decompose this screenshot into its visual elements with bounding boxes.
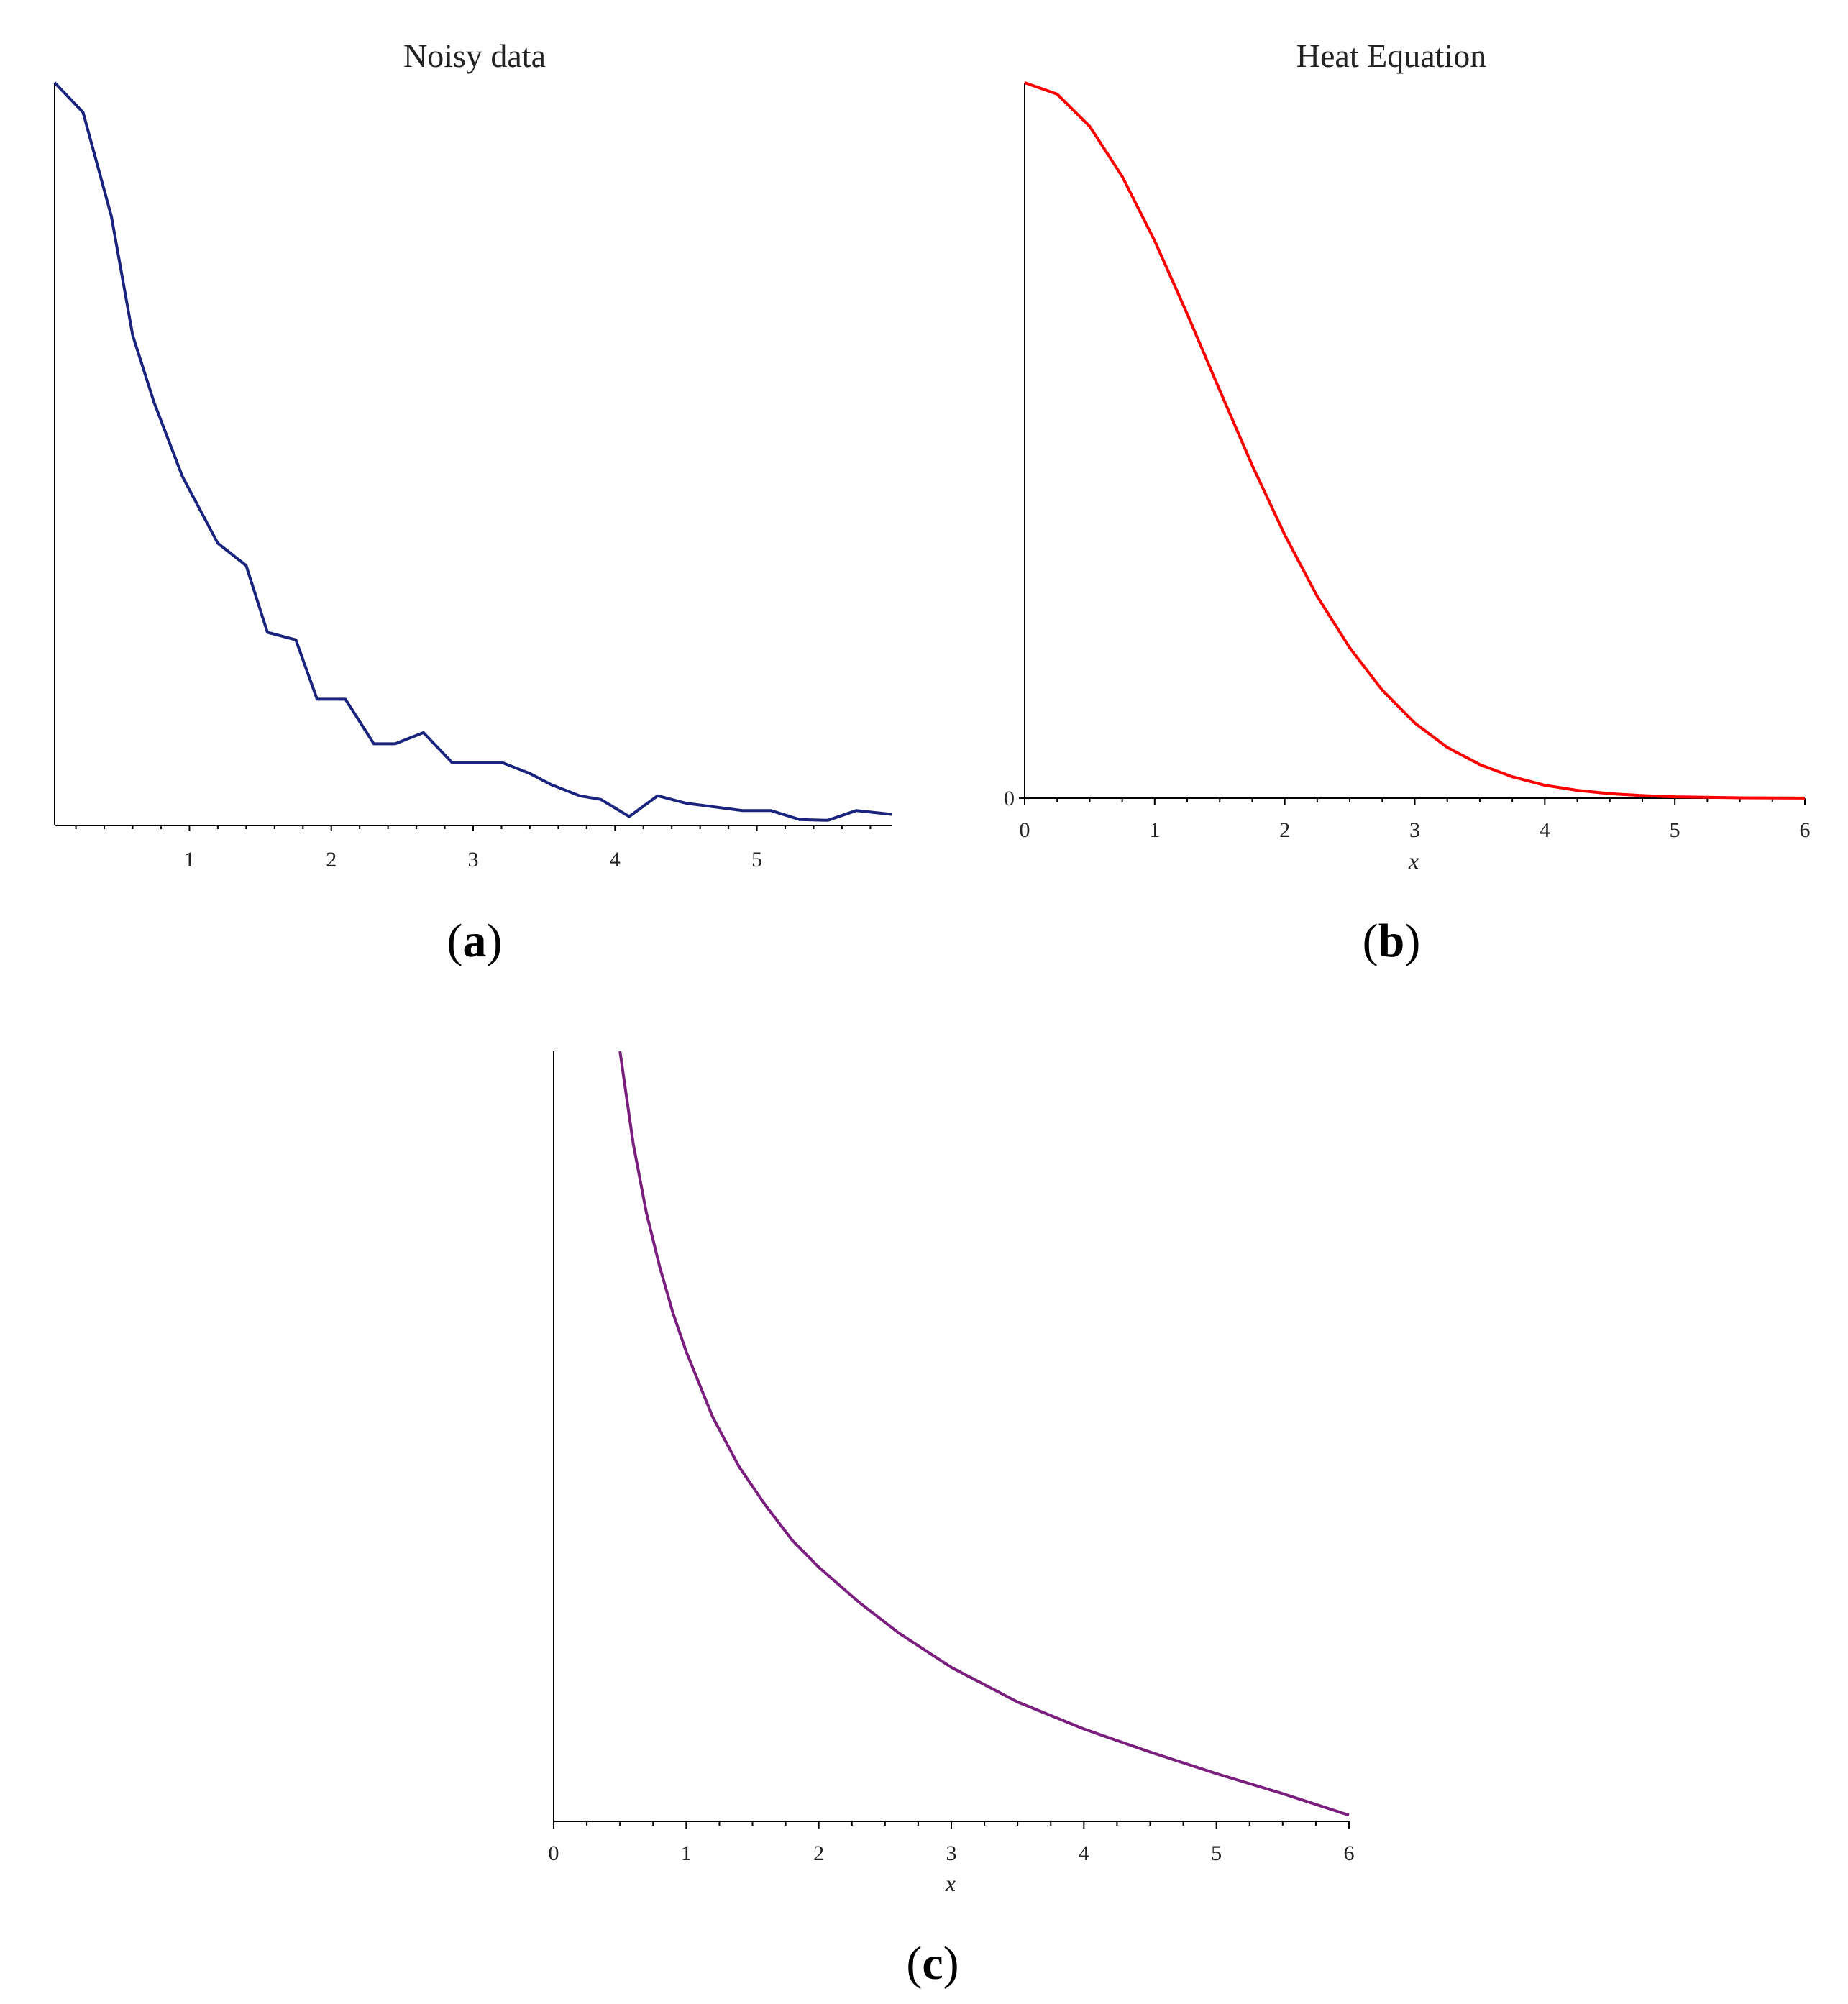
x-tick-group: 0 1 2 3 4 5 6 <box>549 1821 1355 1865</box>
y-tick-group: 0 <box>1004 787 1025 810</box>
data-line <box>53 81 892 822</box>
x-tick-label: 3 <box>1409 818 1420 842</box>
x-tick-label: 6 <box>1800 818 1811 842</box>
x-tick-label: 1 <box>1149 818 1160 842</box>
y-tick-label: 0 <box>1004 787 1015 810</box>
chart-title: Noisy data <box>403 37 546 74</box>
data-line <box>618 1051 1350 1817</box>
data-line <box>1024 81 1806 800</box>
chart-panel-b: Heat Equation 0 1 2 3 4 5 6 0 x (b) <box>1004 37 1811 967</box>
x-axis-label: x <box>1408 848 1419 874</box>
panel-caption: (b) <box>1363 915 1421 967</box>
chart-title: Heat Equation <box>1296 37 1486 74</box>
panel-caption: (c) <box>906 1937 959 1990</box>
chart-panel-c: 0 1 2 3 4 5 6 x (c) <box>549 1051 1355 1990</box>
x-tick-label: 4 <box>1540 818 1550 842</box>
x-tick-group: 0 1 2 3 4 5 6 <box>1020 798 1811 842</box>
x-tick-label: 3 <box>946 1841 957 1865</box>
x-tick-label: 4 <box>610 848 621 871</box>
x-axis-label: x <box>945 1870 956 1896</box>
x-tick-label: 5 <box>1211 1841 1222 1865</box>
x-tick-label: 4 <box>1079 1841 1089 1865</box>
x-tick-label: 6 <box>1344 1841 1355 1865</box>
x-tick-label: 2 <box>1279 818 1290 842</box>
x-tick-label: 0 <box>549 1841 559 1865</box>
chart-panel-a: Noisy data 1 2 3 4 5 (a) <box>53 37 892 967</box>
panel-caption: (a) <box>447 915 503 967</box>
x-tick-label: 1 <box>681 1841 692 1865</box>
x-tick-label: 2 <box>813 1841 824 1865</box>
x-tick-label: 1 <box>184 848 195 871</box>
x-tick-label: 2 <box>326 848 337 871</box>
x-tick-label: 5 <box>1670 818 1680 842</box>
x-tick-label: 0 <box>1020 818 1030 842</box>
x-tick-label: 3 <box>468 848 479 871</box>
x-tick-label: 5 <box>751 848 762 871</box>
x-tick-group: 1 2 3 4 5 <box>75 825 872 871</box>
